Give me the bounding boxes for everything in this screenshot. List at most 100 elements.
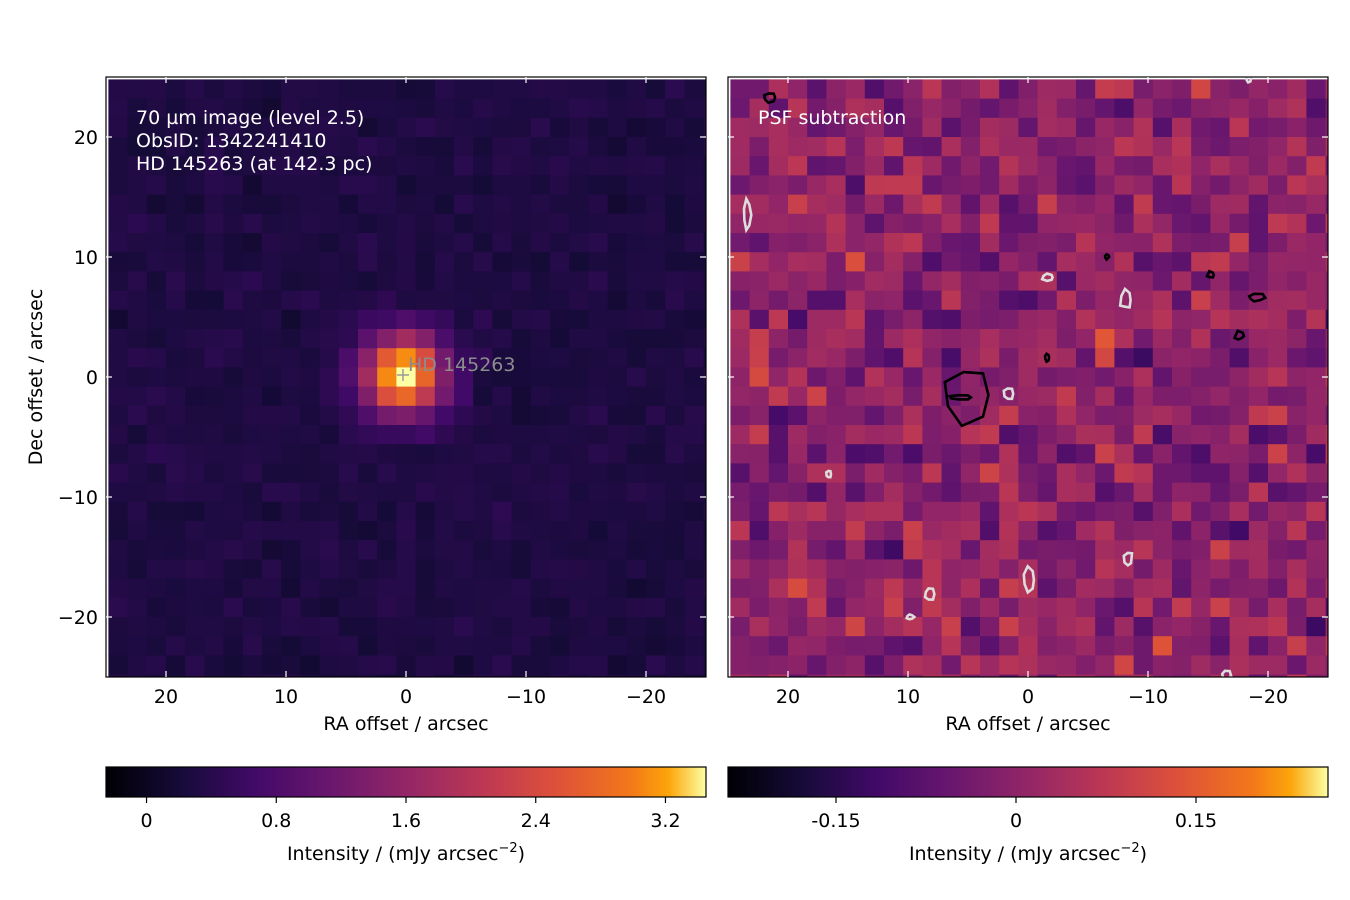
right-heatmap-cell (999, 540, 1019, 560)
right-heatmap-cell (1152, 117, 1173, 138)
left-heatmap-cell (415, 175, 436, 196)
right-heatmap-cell (1076, 405, 1096, 426)
left-heatmap-cell (492, 405, 513, 426)
right-heatmap-cell (807, 233, 827, 253)
left-heatmap-cell (242, 137, 263, 157)
left-heatmap-cell (377, 463, 397, 484)
right-heatmap-cell (1018, 329, 1039, 349)
right-heatmap-cell (749, 636, 770, 656)
right-heatmap-cell (1152, 213, 1173, 234)
left-heatmap-cell (703, 117, 706, 138)
left-heatmap-cell (530, 636, 551, 656)
left-heatmap-cell (473, 463, 493, 484)
right-heatmap-cell (826, 348, 847, 368)
right-heatmap-cell (864, 309, 885, 330)
right-heatmap-cell (845, 425, 866, 445)
left-heatmap-cell (242, 617, 263, 637)
left-heatmap-cell (262, 309, 282, 330)
left-heatmap-cell (358, 482, 378, 503)
right-heatmap-cell (749, 79, 770, 100)
right-heatmap-cell (1268, 271, 1288, 292)
left-heatmap-cell (703, 540, 706, 560)
left-heatmap-cell (665, 252, 685, 272)
left-heatmap-cell (358, 348, 378, 368)
right-heatmap-cell (941, 290, 962, 311)
right-heatmap-cell (788, 213, 808, 234)
left-heatmap-cell (550, 501, 570, 522)
right-heatmap-cell (1248, 156, 1269, 176)
left-heatmap-cell (166, 597, 186, 618)
right-heatmap-cell (1306, 348, 1327, 368)
left-heatmap-cell (300, 597, 321, 618)
right-heatmap-cell (1152, 156, 1173, 176)
left-heatmap-cell (396, 463, 417, 484)
right-heatmap-cell (1172, 98, 1192, 119)
left-heatmap-cell (569, 617, 589, 637)
right-heatmap-cell (1095, 559, 1115, 580)
left-heatmap-cell (607, 521, 628, 541)
left-heatmap-cell (434, 540, 455, 560)
left-heatmap-cell (415, 329, 436, 349)
right-heatmap-cell (884, 290, 904, 311)
left-heatmap-cell (319, 617, 340, 637)
right-heatmap-cell (826, 444, 847, 464)
left-heatmap-cell (262, 137, 282, 157)
left-heatmap-cell (492, 194, 513, 215)
negative-contour (905, 613, 917, 621)
right-heatmap-cell (1268, 425, 1288, 445)
left-heatmap-cell (338, 213, 359, 234)
right-heatmap-cell (1152, 194, 1173, 215)
left-heatmap-cell (396, 79, 417, 100)
right-heatmap-cell (1191, 233, 1211, 253)
right-x-axis-label: RA offset / arcsec (945, 713, 1110, 735)
right-heatmap-cell (826, 79, 847, 100)
left-heatmap-cell (300, 290, 321, 311)
left-heatmap-cell (473, 117, 493, 138)
left-heatmap-cell (396, 137, 417, 157)
left-heatmap-cell (492, 636, 513, 656)
left-heatmap-cell (530, 482, 551, 503)
left-heatmap-cell (223, 117, 244, 138)
right-heatmap-cell (1018, 444, 1039, 464)
left-heatmap-cell (550, 156, 570, 176)
right-heatmap-cell (1191, 117, 1211, 138)
right-heatmap-cell (1114, 137, 1135, 157)
left-heatmap-cell (607, 252, 628, 272)
left-heatmap-cell (665, 501, 685, 522)
right-heatmap-cell (1248, 617, 1269, 637)
left-heatmap-cell (185, 636, 205, 656)
right-heatmap-cell (1037, 233, 1058, 253)
left-heatmap-cell (434, 309, 455, 330)
right-heatmap-cell (1018, 463, 1039, 484)
right-heatmap-cell (1037, 367, 1058, 388)
left-heatmap-cell (665, 194, 685, 215)
right-heatmap-cell (807, 674, 827, 677)
right-heatmap-cell (922, 501, 943, 522)
right-heatmap-cell (845, 348, 866, 368)
left-heatmap-cell (319, 213, 340, 234)
left-heatmap-cell (166, 655, 186, 676)
right-heatmap-cell (1095, 233, 1115, 253)
left-heatmap-cell (607, 578, 628, 599)
left-heatmap-cell (242, 79, 263, 100)
right-heatmap-cell (826, 655, 847, 676)
right-heatmap-cell (922, 463, 943, 484)
right-heatmap-cell (1114, 309, 1135, 330)
right-heatmap-cell (884, 367, 904, 388)
left-heatmap-cell (626, 636, 647, 656)
right-heatmap-cell (960, 540, 981, 560)
right-heatmap-cell (960, 117, 981, 138)
right-heatmap-cell (749, 271, 770, 292)
left-heatmap-cell (511, 252, 532, 272)
left-heatmap-cell (300, 271, 321, 292)
right-heatmap-cell (980, 137, 1000, 157)
left-heatmap-cell (281, 405, 301, 426)
left-heatmap-cell (242, 156, 263, 176)
right-heatmap-cell (960, 137, 981, 157)
left-heatmap-cell (108, 367, 129, 388)
right-heatmap-cell (730, 425, 751, 445)
left-heatmap-cell (281, 367, 301, 388)
right-heatmap-cell (826, 425, 847, 445)
right-heatmap-cell (1325, 329, 1328, 349)
right-colorbar-ticks: -0.15 0 0.15 (811, 797, 1217, 832)
